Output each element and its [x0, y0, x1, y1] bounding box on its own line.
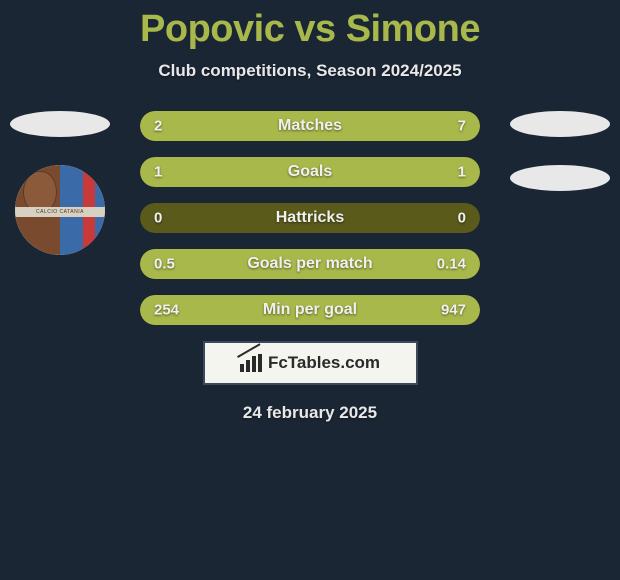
right-club-badge-icon — [510, 165, 610, 191]
stat-label: Min per goal — [140, 301, 480, 319]
chart-icon — [240, 354, 262, 372]
club-banner-text: CALCIO CATANIA — [15, 207, 105, 217]
footer-brand-box: FcTables.com — [203, 341, 418, 385]
subtitle: Club competitions, Season 2024/2025 — [0, 61, 620, 81]
left-player-badge-icon — [10, 111, 110, 137]
stat-row: 0.5Goals per match0.14 — [140, 249, 480, 279]
stat-value-right: 7 — [458, 118, 466, 135]
stat-label: Hattricks — [140, 209, 480, 227]
right-player-col — [510, 111, 610, 219]
right-player-badge-icon — [510, 111, 610, 137]
stat-value-right: 0 — [458, 210, 466, 227]
stat-row: 1Goals1 — [140, 157, 480, 187]
left-club-badge-icon: CALCIO CATANIA — [15, 165, 105, 255]
stat-bars: 2Matches7 1Goals1 0Hattricks0 0.5Goals per … — [140, 111, 480, 325]
page-title: Popovic vs Simone — [0, 0, 620, 51]
stat-value-right: 0.14 — [437, 256, 466, 273]
date-text: 24 february 2025 — [0, 403, 620, 423]
stat-row: 2Matches7 — [140, 111, 480, 141]
compare-area: CALCIO CATANIA 2Matches7 1Goals1 0Hattrick… — [0, 111, 620, 325]
stat-value-right: 1 — [458, 164, 466, 181]
stat-row: 0Hattricks0 — [140, 203, 480, 233]
stat-row: 254Min per goal947 — [140, 295, 480, 325]
stat-label: Matches — [140, 117, 480, 135]
left-player-col: CALCIO CATANIA — [10, 111, 110, 255]
stat-value-right: 947 — [441, 302, 466, 319]
stat-label: Goals — [140, 163, 480, 181]
footer-brand-text: FcTables.com — [268, 353, 380, 373]
stat-label: Goals per match — [140, 255, 480, 273]
